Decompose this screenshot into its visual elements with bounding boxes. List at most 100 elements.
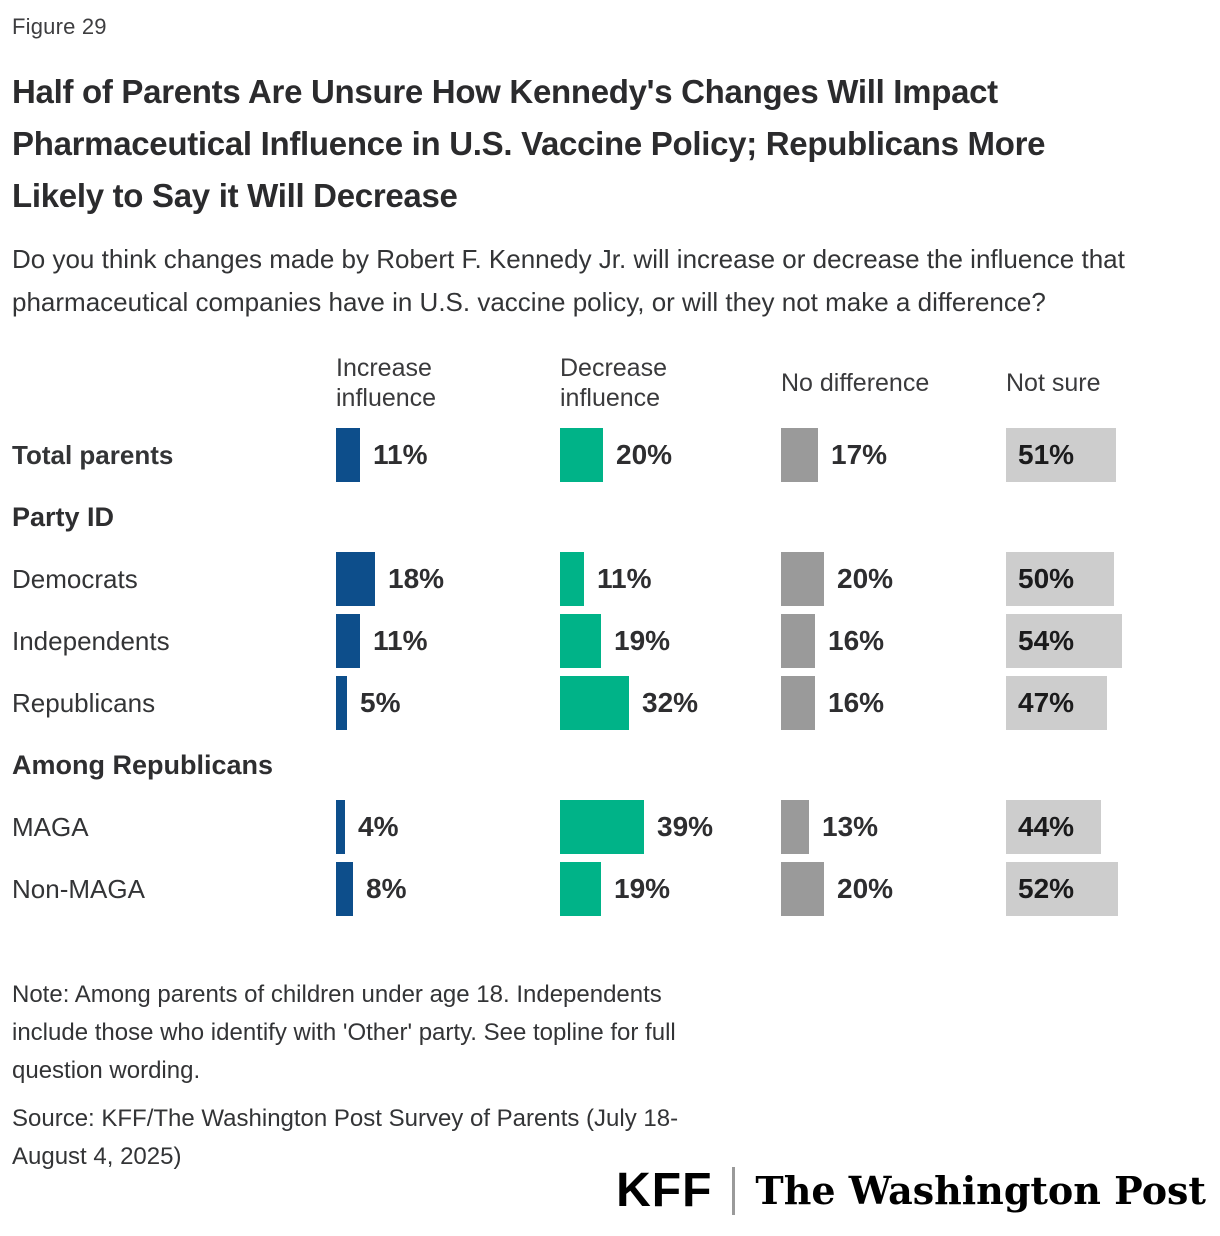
no_difference-bar [781,552,824,606]
value-label: 16% [828,625,885,656]
increase-bar [336,552,375,606]
figure-page: Figure 29 Half of Parents Are Unsure How… [12,14,1208,1170]
chart-title: Half of Parents Are Unsure How Kennedy's… [12,73,1046,214]
logo-lockup: KFF The Washington Post [616,1163,1206,1218]
value-label: 4% [358,811,399,842]
value-label: 20% [837,563,894,594]
not_sure-bar: 54% [1006,614,1122,668]
value-label: 32% [642,687,699,718]
row-label: Non-MAGA [12,873,145,904]
bar-cell-no_difference: 20% [781,548,1006,610]
section-row: Among Republicans [12,734,1208,796]
value-label: 20% [837,873,894,904]
value-label: 11% [597,563,652,594]
section-label: Among Republicans [12,749,274,780]
decrease-bar [560,614,601,668]
bar-cell-increase: 8% [336,858,560,920]
bar-cell-increase: 11% [336,424,560,486]
column-header-increase: Increase influence [336,353,560,413]
row-label-cell: MAGA [12,812,336,843]
value-label: 19% [614,873,671,904]
bar-cell-not_sure: 44% [1006,796,1208,858]
column-header-label: Not sure [1006,369,1101,397]
bar-cell-increase: 5% [336,672,560,734]
row-label-cell: Total parents [12,440,336,471]
no_difference-bar [781,428,818,482]
bar-cell-not_sure: 47% [1006,672,1208,734]
value-label: 52% [1018,873,1075,904]
column-header-label: Increase influence [336,354,437,412]
not_sure-bar: 51% [1006,428,1116,482]
bar-cell-decrease: 20% [560,424,781,486]
no_difference-bar [781,862,824,916]
section-row: Party ID [12,486,1208,548]
row-label: Democrats [12,563,138,594]
data-row: Republicans 5% 32% 16% 47% [12,672,1208,734]
value-label: 16% [828,687,885,718]
decrease-bar [560,428,603,482]
bar-cell-increase: 11% [336,610,560,672]
value-label: 11% [373,439,428,470]
logo-separator [732,1166,736,1215]
value-label: 5% [360,687,401,718]
not_sure-bar: 52% [1006,862,1118,916]
bar-cell-no_difference: 13% [781,796,1006,858]
column-header-label: No difference [781,369,930,397]
increase-bar [336,862,353,916]
value-label: 51% [1018,439,1075,470]
decrease-bar [560,552,584,606]
value-label: 8% [366,873,407,904]
increase-bar [336,428,360,482]
value-label: 20% [616,439,673,470]
kff-logo: KFF [616,1164,713,1217]
row-label: Republicans [12,687,156,718]
row-label-cell: Non-MAGA [12,874,336,905]
column-header-no_difference: No difference [781,368,1006,398]
decrease-bar [560,676,629,730]
value-label: 50% [1018,563,1075,594]
column-header-decrease: Decrease influence [560,353,781,413]
increase-bar [336,676,347,730]
not_sure-bar: 47% [1006,676,1107,730]
value-label: 54% [1018,625,1075,656]
value-label: 39% [657,811,714,842]
bar-cell-decrease: 39% [560,796,781,858]
value-label: 17% [831,439,888,470]
row-label-cell: Independents [12,626,336,657]
data-row: Non-MAGA 8% 19% 20% 52% [12,858,1208,920]
bar-cell-decrease: 19% [560,610,781,672]
row-label: Total parents [12,439,174,470]
bar-cell-decrease: 11% [560,548,781,610]
bar-cell-no_difference: 16% [781,672,1006,734]
bar-cell-no_difference: 17% [781,424,1006,486]
data-row: MAGA 4% 39% 13% 44% [12,796,1208,858]
chart-rows: Total parents 11% 20% 17% 51% Party ID Democra… [12,424,1208,920]
value-label: 44% [1018,811,1075,842]
bar-cell-no_difference: 20% [781,858,1006,920]
data-row: Total parents 11% 20% 17% 51% [12,424,1208,486]
increase-bar [336,800,345,854]
decrease-bar [560,800,644,854]
value-label: 11% [373,625,428,656]
row-label: MAGA [12,811,89,842]
row-label: Independents [12,625,170,656]
not_sure-bar: 50% [1006,552,1114,606]
data-row: Independents 11% 19% 16% 54% [12,610,1208,672]
not_sure-bar: 44% [1006,800,1101,854]
section-label: Party ID [12,501,115,532]
row-label-cell: Democrats [12,564,336,595]
value-label: 19% [614,625,671,656]
bar-cell-not_sure: 50% [1006,548,1208,610]
no_difference-bar [781,676,815,730]
bar-cell-increase: 18% [336,548,560,610]
data-row: Democrats 18% 11% 20% 50% [12,548,1208,610]
column-header-label: Decrease influence [560,354,667,412]
figure-number: Figure 29 [12,14,107,39]
value-label: 13% [822,811,879,842]
washington-post-logo: The Washington Post [755,1168,1206,1213]
column-headers: Increase influence Decrease influence No d… [12,342,1208,424]
row-label-cell: Republicans [12,688,336,719]
bar-cell-not_sure: 52% [1006,858,1208,920]
no_difference-bar [781,800,809,854]
increase-bar [336,614,360,668]
